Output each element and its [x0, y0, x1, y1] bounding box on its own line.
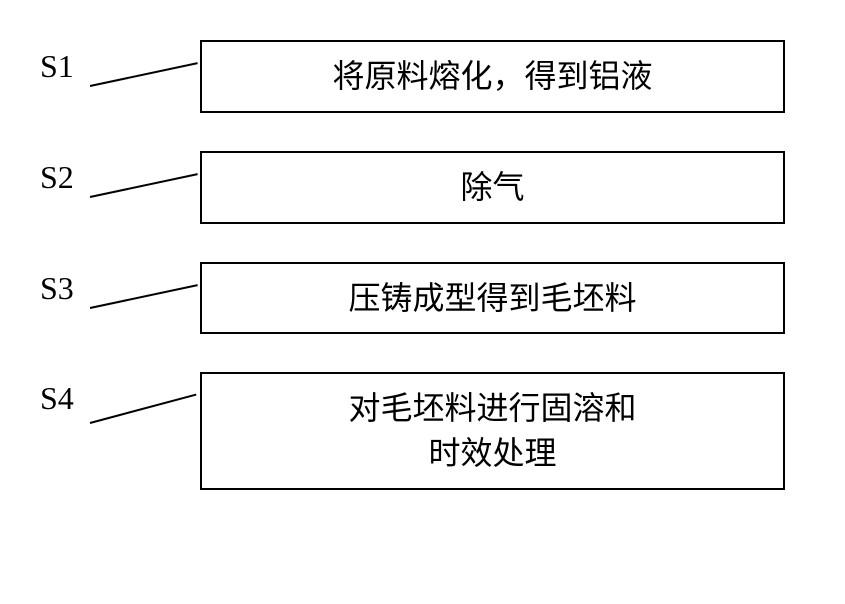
step-text-s4-line1: 对毛坯料进行固溶和	[348, 386, 636, 431]
step-text-s3: 压铸成型得到毛坯料	[348, 276, 636, 321]
step-text-s1: 将原料熔化，得到铝液	[332, 54, 652, 99]
step-label-s3: S3	[40, 270, 74, 307]
connector-s1	[90, 62, 198, 87]
step-box-s3: 压铸成型得到毛坯料	[200, 262, 785, 335]
connector-s3	[90, 284, 198, 309]
step-text-s2: 除气	[460, 165, 524, 210]
step-label-s2: S2	[40, 159, 74, 196]
process-flowchart: S1 将原料熔化，得到铝液 S2 除气 S3 压铸成型得到毛坯料 S4 对毛坯料…	[40, 40, 805, 528]
step-row-s1: S1 将原料熔化，得到铝液	[40, 40, 805, 113]
step-row-s3: S3 压铸成型得到毛坯料	[40, 262, 805, 335]
step-row-s4: S4 对毛坯料进行固溶和 时效处理	[40, 372, 805, 490]
connector-s2	[90, 173, 198, 198]
step-box-s2: 除气	[200, 151, 785, 224]
step-label-s1: S1	[40, 48, 74, 85]
step-row-s2: S2 除气	[40, 151, 805, 224]
step-box-s4: 对毛坯料进行固溶和 时效处理	[200, 372, 785, 490]
step-label-s4: S4	[40, 380, 74, 417]
step-text-s4-line2: 时效处理	[428, 431, 556, 476]
connector-s4	[90, 394, 197, 424]
step-box-s1: 将原料熔化，得到铝液	[200, 40, 785, 113]
